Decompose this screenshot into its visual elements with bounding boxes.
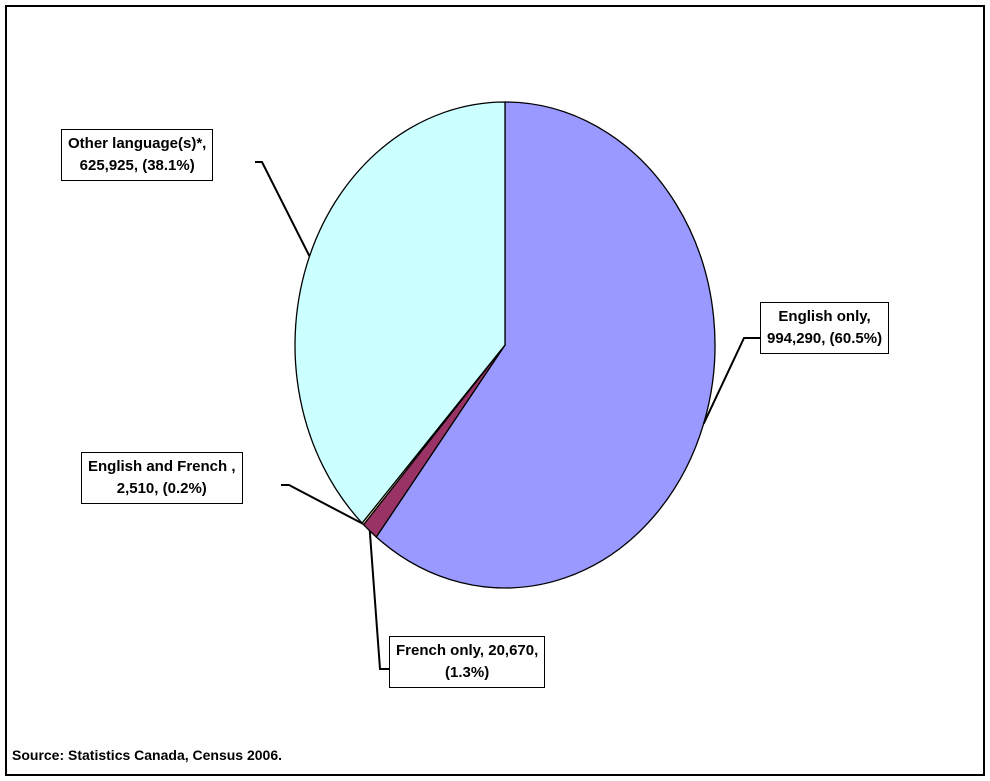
source-note: Source: Statistics Canada, Census 2006. — [12, 747, 282, 763]
leader-line-french — [368, 530, 389, 670]
pie-slice-other — [294, 101, 506, 524]
data-label-english-only-line2: 994,290, (60.5%) — [767, 330, 883, 347]
data-label-other-languages-line1: Other language(s)*, — [68, 135, 207, 152]
data-label-other-languages-line2: 625,925, (38.1%) — [79, 157, 195, 174]
data-label-english-and-french: English and French , 2,510, (0.2%) — [81, 452, 243, 504]
data-label-english-only: English only, 994,290, (60.5%) — [760, 302, 890, 354]
pie-slice-english — [375, 101, 716, 589]
data-label-english-only-line1: English only, — [778, 308, 871, 325]
data-label-other-languages: Other language(s)*, 625,925, (38.1%) — [61, 129, 214, 181]
data-label-english-and-french-line1: English and French , — [88, 458, 236, 475]
leader-line-english — [702, 337, 760, 425]
leader-line-both — [281, 484, 364, 525]
data-label-french-only: French only, 20,670, (1.3%) — [389, 636, 546, 688]
data-label-french-only-line1: French only, 20,670, — [396, 642, 539, 659]
leader-line-other — [255, 161, 311, 257]
data-label-english-and-french-line2: 2,510, (0.2%) — [116, 480, 207, 497]
data-label-french-only-line2: (1.3%) — [445, 664, 490, 681]
